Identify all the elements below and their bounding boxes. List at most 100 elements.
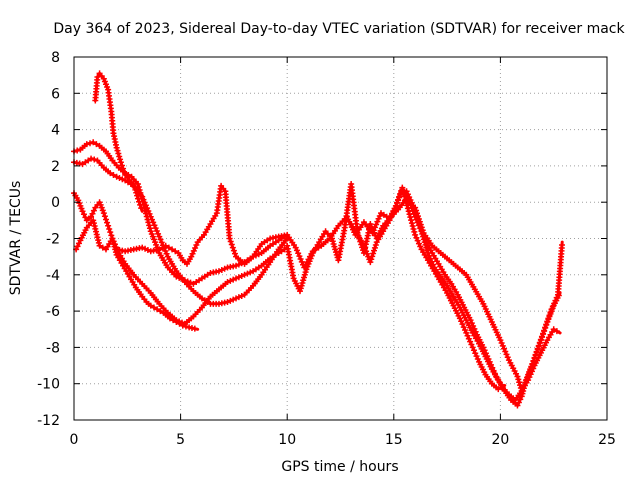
data-point bbox=[226, 235, 233, 242]
data-point bbox=[157, 236, 164, 243]
data-point bbox=[227, 238, 234, 245]
data-point bbox=[247, 269, 254, 276]
data-point bbox=[163, 250, 170, 257]
data-point bbox=[83, 141, 90, 148]
data-point bbox=[117, 159, 124, 166]
data-point bbox=[550, 326, 557, 333]
data-point bbox=[411, 228, 418, 235]
x-tick-label: 25 bbox=[598, 432, 616, 448]
data-point bbox=[553, 328, 560, 335]
data-point bbox=[173, 318, 180, 325]
data-point bbox=[118, 162, 125, 169]
data-point bbox=[79, 208, 86, 215]
data-point bbox=[407, 214, 414, 221]
data-point bbox=[146, 210, 153, 217]
data-point bbox=[75, 240, 82, 247]
y-tick-label: -2 bbox=[46, 232, 60, 248]
data-point bbox=[233, 275, 240, 282]
series-pass-5 bbox=[73, 217, 200, 332]
y-tick-label: 4 bbox=[51, 123, 60, 139]
data-point bbox=[142, 202, 149, 209]
data-point bbox=[227, 297, 234, 304]
y-tick-label: -12 bbox=[37, 413, 60, 429]
data-point bbox=[406, 211, 413, 218]
data-point bbox=[116, 175, 123, 181]
data-point bbox=[182, 323, 189, 330]
data-point bbox=[215, 268, 222, 275]
grid bbox=[74, 57, 607, 420]
data-point bbox=[504, 354, 511, 361]
data-point bbox=[154, 306, 161, 313]
data-point bbox=[135, 183, 142, 190]
data-point bbox=[158, 239, 165, 246]
data-point bbox=[525, 373, 532, 380]
data-point bbox=[91, 156, 98, 163]
data-point bbox=[221, 265, 228, 272]
data-point bbox=[408, 220, 415, 227]
series-pass-7 bbox=[284, 195, 562, 394]
x-tick-label: 5 bbox=[176, 432, 185, 448]
data-point bbox=[529, 361, 536, 368]
data-point bbox=[373, 221, 380, 228]
data-point bbox=[114, 147, 121, 154]
data-point bbox=[113, 173, 120, 180]
data-point bbox=[418, 227, 425, 234]
data-point bbox=[295, 250, 302, 257]
data-point bbox=[419, 230, 426, 237]
data-point bbox=[150, 304, 157, 311]
data-point bbox=[172, 248, 179, 255]
data-point bbox=[538, 334, 545, 341]
data-point bbox=[417, 224, 424, 231]
data-point bbox=[370, 250, 377, 257]
data-point bbox=[155, 230, 162, 237]
data-point bbox=[116, 153, 123, 160]
series-pass-10 bbox=[348, 184, 507, 393]
data-point bbox=[399, 184, 406, 191]
data-point bbox=[558, 242, 565, 249]
x-tick-label: 10 bbox=[278, 432, 296, 448]
data-point bbox=[396, 193, 403, 200]
data-point bbox=[165, 244, 172, 251]
data-point bbox=[99, 244, 106, 251]
data-point bbox=[157, 308, 164, 315]
y-tick-label: 8 bbox=[51, 50, 60, 66]
data-point bbox=[110, 171, 117, 178]
data-point bbox=[146, 222, 153, 229]
data-point bbox=[106, 225, 113, 232]
y-tick-label: -8 bbox=[46, 340, 60, 356]
data-point bbox=[241, 271, 248, 278]
data-point bbox=[179, 322, 186, 329]
data-point bbox=[367, 259, 374, 266]
series-pass-6 bbox=[113, 182, 289, 267]
data-point bbox=[142, 245, 149, 252]
data-point bbox=[86, 140, 93, 147]
data-point bbox=[292, 244, 299, 251]
data-point bbox=[224, 279, 231, 286]
data-point bbox=[150, 219, 157, 226]
data-point bbox=[94, 73, 101, 80]
data-point bbox=[374, 218, 381, 225]
data-point bbox=[499, 342, 506, 349]
data-point bbox=[170, 317, 177, 324]
data-point bbox=[531, 355, 538, 362]
data-point bbox=[102, 216, 109, 223]
data-point bbox=[101, 213, 108, 220]
y-tick-label: -6 bbox=[46, 304, 60, 320]
data-point bbox=[104, 219, 111, 226]
data-point bbox=[541, 328, 548, 335]
series-pass-9 bbox=[403, 188, 562, 404]
tick-labels: 0 5 10 15 20 25 -12 -10 -8 -6 -4 -2 0 2 4 6 8 bbox=[37, 50, 616, 448]
x-tick-label: 20 bbox=[491, 432, 509, 448]
data-point bbox=[147, 302, 154, 309]
data-point bbox=[113, 144, 120, 151]
data-point bbox=[80, 211, 87, 218]
data-point bbox=[96, 242, 103, 249]
data-point bbox=[139, 193, 146, 200]
data-point bbox=[514, 373, 521, 380]
data-point bbox=[403, 199, 410, 206]
data-point bbox=[152, 225, 159, 232]
data-point bbox=[400, 190, 407, 197]
data-point bbox=[82, 214, 89, 221]
